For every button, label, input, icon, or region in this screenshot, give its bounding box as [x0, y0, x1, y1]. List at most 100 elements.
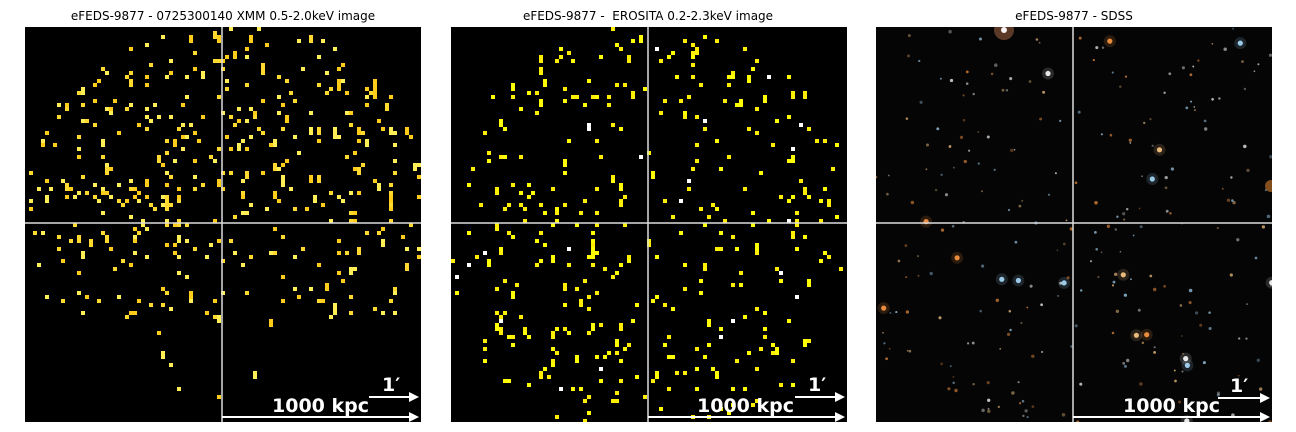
arcmin-scale-label: 1′ — [1230, 375, 1249, 397]
photon-pixel — [591, 231, 595, 235]
photon-pixel — [77, 135, 81, 139]
photon-pixel — [683, 371, 687, 375]
photon-pixel — [739, 283, 743, 287]
photon-pixel — [511, 95, 515, 99]
photon-pixel — [527, 195, 531, 199]
photon-pixel — [731, 319, 735, 323]
photon-pixel — [575, 287, 579, 291]
photon-pixel — [603, 267, 607, 271]
photon-pixel — [185, 135, 189, 139]
photon-pixel — [201, 71, 205, 79]
photon-pixel — [779, 279, 783, 283]
kpc-scale-label: 1000 kpc — [697, 395, 794, 417]
photon-pixel — [333, 127, 337, 131]
photon-pixel — [89, 239, 93, 247]
photon-pixel — [467, 231, 471, 235]
photon-pixel — [583, 103, 587, 107]
photon-pixel — [691, 167, 695, 171]
photon-pixel — [587, 307, 591, 311]
photon-pixel — [413, 163, 417, 171]
photon-pixel — [679, 199, 683, 203]
star — [949, 144, 952, 147]
photon-pixel — [627, 255, 631, 259]
photon-pixel — [341, 199, 345, 203]
photon-pixel — [349, 219, 353, 223]
photon-pixel — [707, 215, 711, 219]
photon-pixel — [293, 287, 297, 291]
star — [997, 405, 1000, 409]
photon-pixel — [101, 187, 105, 191]
photon-pixel — [615, 391, 619, 395]
photon-pixel — [527, 335, 531, 339]
star — [883, 342, 886, 345]
photon-pixel — [779, 383, 783, 387]
star-halo — [1146, 173, 1159, 185]
photon-pixel — [567, 263, 571, 267]
photon-pixel — [57, 103, 61, 107]
photon-pixel — [169, 59, 173, 63]
photon-pixel — [385, 103, 389, 111]
star — [1069, 227, 1073, 231]
photon-pixel — [217, 95, 221, 99]
star — [1243, 87, 1247, 91]
photon-pixel — [101, 191, 105, 195]
photon-pixel — [571, 95, 575, 99]
photon-pixel — [73, 195, 77, 199]
photon-pixel — [221, 291, 225, 295]
photon-pixel — [599, 55, 603, 59]
photon-pixel — [499, 315, 503, 319]
star — [1241, 60, 1244, 63]
photon-pixel — [137, 299, 141, 303]
star — [1057, 294, 1060, 297]
photon-pixel — [511, 335, 515, 339]
photon-pixel — [655, 255, 659, 259]
photon-pixel — [579, 387, 583, 391]
photon-pixel — [69, 187, 73, 191]
photon-pixel — [679, 231, 683, 235]
photon-pixel — [667, 387, 671, 391]
photon-pixel — [635, 303, 639, 307]
photon-pixel — [241, 139, 245, 143]
photon-pixel — [651, 175, 655, 179]
photon-pixel — [149, 63, 153, 67]
star — [1216, 393, 1220, 397]
star — [1236, 238, 1240, 242]
photon-pixel — [495, 311, 499, 315]
photon-pixel — [563, 287, 567, 291]
photon-pixel — [357, 139, 361, 143]
star — [1231, 199, 1234, 202]
star — [1181, 66, 1185, 70]
photon-pixel — [623, 195, 627, 199]
photon-pixel — [579, 211, 583, 215]
photon-pixel — [775, 119, 779, 123]
photon-pixel — [595, 355, 599, 359]
star — [1137, 308, 1141, 312]
photon-pixel — [169, 175, 173, 179]
star — [1112, 280, 1116, 284]
photon-pixel — [627, 55, 631, 63]
star — [1017, 381, 1020, 384]
star — [944, 193, 949, 197]
star — [1197, 59, 1200, 62]
photon-pixel — [563, 303, 567, 307]
photon-pixel — [201, 183, 205, 187]
star — [940, 173, 943, 176]
photon-pixel — [483, 347, 487, 351]
photon-pixel — [771, 143, 775, 147]
photon-pixel — [177, 127, 181, 131]
star — [1066, 276, 1070, 280]
photon-pixel — [85, 119, 89, 123]
photon-pixel — [567, 331, 571, 335]
photon-pixel — [835, 143, 839, 147]
photon-pixel — [751, 67, 755, 71]
photon-pixel — [715, 139, 719, 143]
star — [1163, 91, 1166, 95]
star — [981, 190, 983, 193]
photon-pixel — [173, 251, 177, 255]
star — [1180, 335, 1183, 337]
photon-pixel — [77, 271, 81, 275]
star — [1164, 186, 1168, 190]
star — [905, 310, 910, 314]
star — [1221, 187, 1224, 190]
photon-pixel — [341, 79, 345, 83]
